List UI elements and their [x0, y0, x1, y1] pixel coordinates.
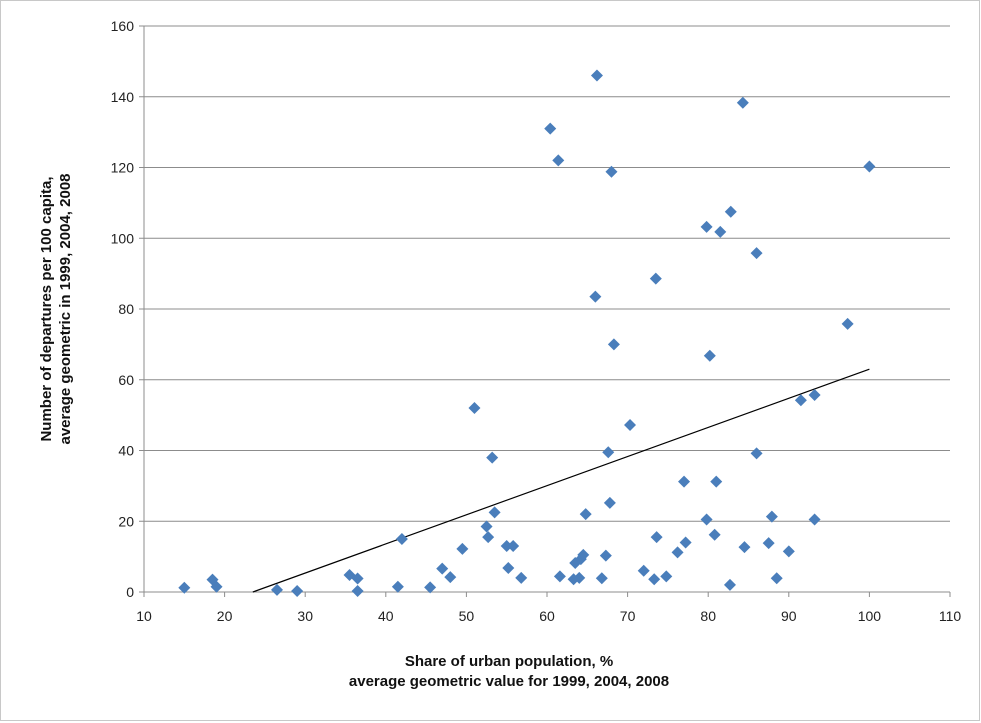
data-point	[579, 508, 592, 521]
y-axis-title-line2: average geometric in 1999, 2004, 2008	[57, 173, 74, 444]
data-point	[602, 446, 615, 459]
data-point	[736, 96, 749, 109]
data-point	[456, 542, 469, 555]
data-point	[351, 572, 364, 585]
data-point	[724, 205, 737, 218]
y-tick-label: 40	[118, 443, 134, 459]
x-tick-label: 110	[939, 608, 962, 624]
y-axis-title-line1: Number of departures per 100 capita,	[38, 176, 55, 441]
grid-lines	[144, 25, 950, 522]
data-point	[500, 540, 513, 553]
data-point	[762, 537, 775, 550]
data-point	[808, 388, 821, 401]
data-point	[486, 451, 499, 464]
data-point	[700, 220, 713, 233]
y-tick-label: 20	[118, 513, 134, 529]
data-point	[637, 564, 650, 577]
y-tick-label: 0	[126, 584, 134, 600]
data-point	[678, 475, 691, 488]
x-tick-label: 60	[539, 608, 555, 624]
data-point	[391, 580, 404, 593]
y-axis-ticks: 0 20 40 60 80 100 120 140 160	[111, 18, 144, 600]
data-point	[603, 496, 616, 509]
data-point	[595, 572, 608, 585]
y-tick-label: 60	[118, 372, 134, 388]
data-point	[808, 513, 821, 526]
data-point	[703, 349, 716, 362]
data-point	[553, 570, 566, 583]
x-tick-label: 100	[858, 608, 882, 624]
data-point	[515, 571, 528, 584]
data-point	[765, 510, 778, 523]
data-point	[482, 531, 495, 544]
trendline-line	[252, 368, 870, 593]
data-point	[624, 419, 637, 432]
x-tick-label: 40	[378, 608, 394, 624]
data-point	[723, 578, 736, 591]
x-tick-label: 50	[459, 608, 475, 624]
data-point	[210, 580, 223, 593]
data-point	[291, 584, 304, 597]
data-point	[649, 272, 662, 285]
data-point	[714, 225, 727, 238]
x-tick-label: 20	[217, 608, 233, 624]
data-point	[750, 247, 763, 260]
y-tick-label: 140	[111, 89, 135, 105]
x-axis-ticks: 10 20 30 40 50 60 70 80 90 100 110	[136, 592, 961, 624]
data-point	[607, 338, 620, 351]
data-point	[863, 160, 876, 173]
data-point	[488, 506, 501, 519]
data-point	[700, 513, 713, 526]
data-point	[480, 520, 493, 533]
data-point	[650, 531, 663, 544]
data-point	[841, 317, 854, 330]
data-point	[794, 394, 807, 407]
data-points	[178, 69, 876, 597]
data-point	[502, 561, 515, 574]
y-tick-label: 80	[118, 301, 134, 317]
x-tick-label: 80	[700, 608, 716, 624]
data-point	[605, 165, 618, 178]
x-tick-label: 10	[136, 608, 152, 624]
data-point	[671, 546, 684, 559]
data-point	[589, 290, 602, 303]
y-tick-label: 160	[111, 18, 135, 34]
data-point	[738, 541, 751, 554]
x-tick-label: 90	[781, 608, 797, 624]
trendline	[252, 368, 870, 593]
data-point	[424, 581, 437, 594]
data-point	[507, 540, 520, 553]
x-tick-label: 30	[297, 608, 313, 624]
data-point	[577, 548, 590, 561]
data-point	[552, 154, 565, 167]
data-point	[660, 570, 673, 583]
data-point	[544, 122, 557, 135]
x-tick-label: 70	[620, 608, 636, 624]
data-point	[679, 536, 692, 549]
data-point	[708, 528, 721, 541]
data-point	[436, 562, 449, 575]
y-axis-title: Number of departures per 100 capita, ave…	[38, 173, 74, 444]
data-point	[444, 571, 457, 584]
data-point	[351, 584, 364, 597]
data-point	[750, 447, 763, 460]
x-axis-title-line1: Share of urban population, %	[405, 653, 613, 670]
y-tick-label: 100	[111, 230, 135, 246]
data-point	[178, 581, 191, 594]
data-point	[710, 475, 723, 488]
data-point	[599, 549, 612, 562]
data-point	[590, 69, 603, 82]
y-tick-label: 120	[111, 160, 135, 176]
data-point	[648, 573, 661, 586]
data-point	[573, 571, 586, 584]
data-point	[468, 402, 481, 415]
data-point	[782, 545, 795, 558]
data-point	[770, 572, 783, 585]
data-point	[270, 583, 283, 596]
x-axis-title-line2: average geometric value for 1999, 2004, …	[349, 673, 669, 690]
data-point	[395, 532, 408, 545]
